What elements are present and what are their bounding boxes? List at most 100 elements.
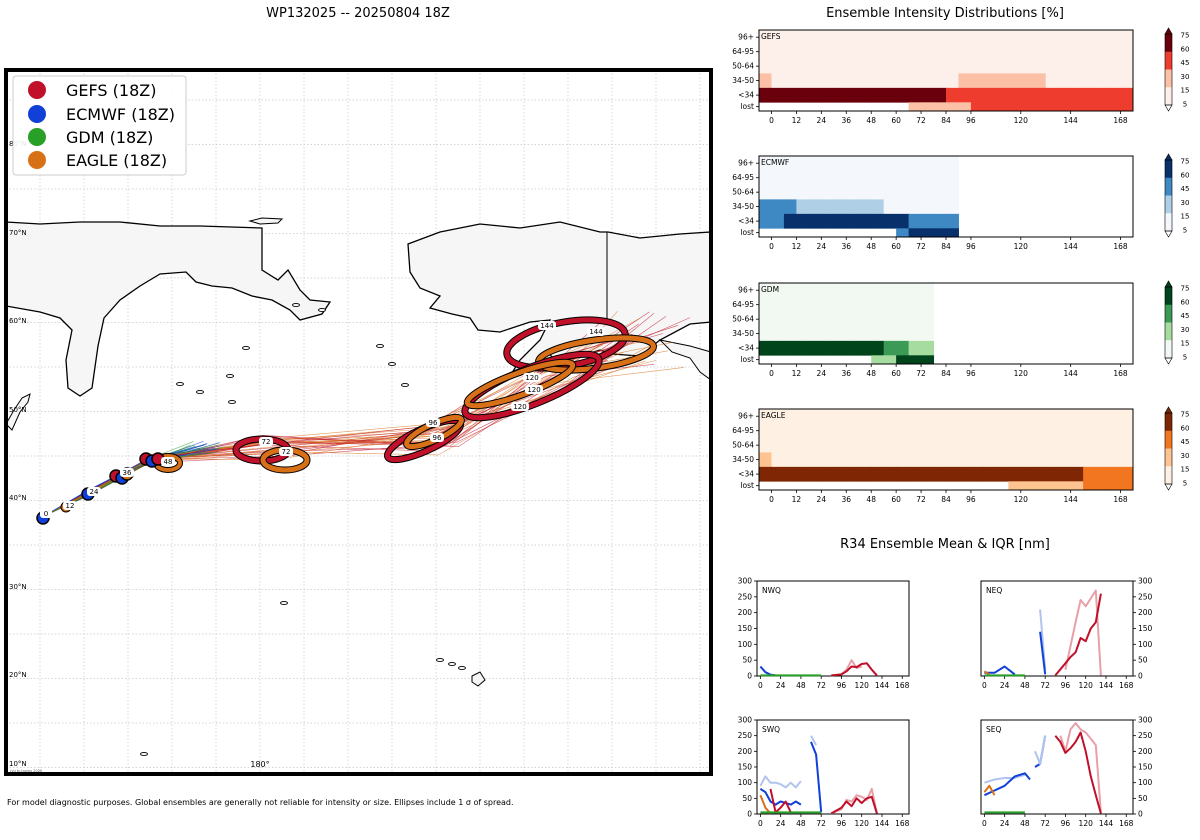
hour-label-24-text: 24 — [90, 488, 99, 496]
heatmap-cell — [846, 437, 860, 453]
heatmap-cell — [1120, 87, 1134, 103]
heatmap-cell — [883, 184, 897, 200]
heatmap-cell — [846, 184, 860, 200]
heatmap-cell — [946, 228, 959, 238]
heatmap-cell — [833, 326, 847, 342]
colorbar-segment — [1165, 430, 1172, 449]
colorbar-tick-label: 45 — [1181, 438, 1190, 446]
page-title: WP132025 -- 20250804 18Z — [266, 6, 450, 21]
heatmap-cell — [921, 30, 935, 45]
colorbar-extend-bottom — [1164, 357, 1173, 365]
heatmap-cell — [946, 423, 959, 439]
r34-x-tick-label: 144 — [1099, 681, 1114, 690]
map-frame — [4, 68, 713, 776]
heatmap-cell — [1058, 73, 1072, 89]
heatmap-cell — [821, 409, 835, 424]
x-tick-label: 48 — [866, 242, 876, 251]
heatmap-cell — [858, 340, 872, 356]
heatmap-cell — [896, 466, 910, 482]
heatmap-cell — [1008, 102, 1022, 112]
x-tick-label: 12 — [792, 116, 802, 125]
heatmap-cell — [771, 452, 785, 468]
legend-label-ecmwf: ECMWF (18Z) — [66, 105, 175, 124]
colorbar-tick-label: 30 — [1181, 452, 1190, 460]
heatmap-cell — [1058, 409, 1072, 424]
hour-label-96: 96 — [426, 418, 440, 427]
r34-series-line — [1039, 631, 1047, 675]
r34-x-tick-label: 72 — [1040, 819, 1050, 828]
heatmap-name: GEFS — [761, 32, 781, 41]
colorbar-extend-bottom — [1164, 230, 1173, 238]
heatmap-cell — [783, 283, 797, 298]
heatmap-cell — [821, 170, 835, 186]
heatmap-cell — [908, 283, 922, 298]
heatmap-cell — [1083, 44, 1097, 60]
legend-item-gdm: GDM (18Z) — [28, 128, 153, 147]
heatmap-cell — [933, 423, 947, 439]
r34-y-tick-label: 200 — [1138, 747, 1153, 756]
heatmap-cell — [908, 297, 922, 313]
heatmap-cell — [771, 44, 785, 60]
heatmap-cell — [908, 437, 922, 453]
r34-x-tick-label: 48 — [1020, 819, 1030, 828]
r34-panel-name: SEQ — [986, 725, 1001, 734]
heatmap-cell — [796, 30, 810, 45]
x-tick-label: 12 — [792, 369, 802, 378]
heatmap-cell — [821, 156, 835, 171]
x-tick-label: 24 — [817, 116, 827, 125]
colorbar-frame — [1164, 33, 1173, 106]
heatmap-cell — [871, 199, 885, 215]
heatmap-cell — [1120, 437, 1134, 453]
r34-series-line — [984, 773, 1026, 784]
x-tick-label: 0 — [769, 242, 774, 251]
row-label: lost — [740, 102, 754, 111]
heatmap-cell — [796, 170, 810, 186]
r34-y-tick-label: 0 — [1138, 672, 1143, 681]
heatmap-cell — [858, 409, 872, 424]
heatmap-cell — [846, 170, 860, 186]
heatmap-cell — [1095, 87, 1109, 103]
heatmap-cell — [846, 452, 860, 468]
heatmap-cell — [796, 87, 810, 103]
heatmap-cell — [921, 283, 935, 298]
heatmap-cell — [833, 311, 847, 327]
heatmap-cell — [783, 409, 797, 424]
legend-label-gefs: GEFS (18Z) — [66, 81, 156, 100]
heatmap-cell — [958, 44, 972, 60]
heatmap-cell — [833, 213, 847, 229]
heatmap-cell — [796, 409, 810, 424]
heatmap-cell — [946, 452, 959, 468]
colorbar-ecmwf: 75 60 45 30 15 5 — [1164, 153, 1189, 238]
heatmap-cell — [796, 326, 810, 342]
heatmap-cell — [946, 184, 959, 200]
r34-y-tick-label: 100 — [1138, 640, 1153, 649]
heatmap-cell — [759, 30, 772, 45]
heatmap-cell — [970, 73, 984, 89]
r34-series-line — [1054, 593, 1102, 677]
r34-panel-swq: SWQ 0 24 48 72 96 120 144 168 0 50 100 150 200 250 300 — [738, 716, 910, 829]
heatmap-cell — [796, 452, 810, 468]
heatmap-name: EAGLE — [761, 411, 786, 420]
heatmap-cell — [808, 184, 822, 200]
heatmap-cell — [1020, 481, 1034, 491]
heatmap-cell — [1020, 87, 1034, 103]
heatmap-cell — [921, 409, 935, 424]
heatmap-cell — [771, 409, 785, 424]
heatmap-cell — [908, 452, 922, 468]
heatmap-cell — [1020, 73, 1034, 89]
heatmap-cell — [883, 58, 897, 74]
heatmap-cell — [921, 297, 935, 313]
heatmap-cell — [759, 452, 772, 468]
x-tick-label: 60 — [891, 116, 901, 125]
heatmap-cell — [759, 437, 772, 453]
heatmap-cell — [1083, 481, 1097, 491]
x-tick-label: 168 — [1113, 242, 1128, 251]
r34-series-line — [810, 741, 823, 813]
r34-x-tick-label: 48 — [796, 681, 806, 690]
heatmap-cell — [1033, 102, 1047, 112]
hour-label-72-text: 72 — [262, 438, 271, 446]
heatmap-cell — [846, 283, 860, 298]
heatmap-cell — [970, 423, 984, 439]
r34-panel-name: NWQ — [762, 586, 781, 595]
heatmap-cell — [1033, 44, 1047, 60]
